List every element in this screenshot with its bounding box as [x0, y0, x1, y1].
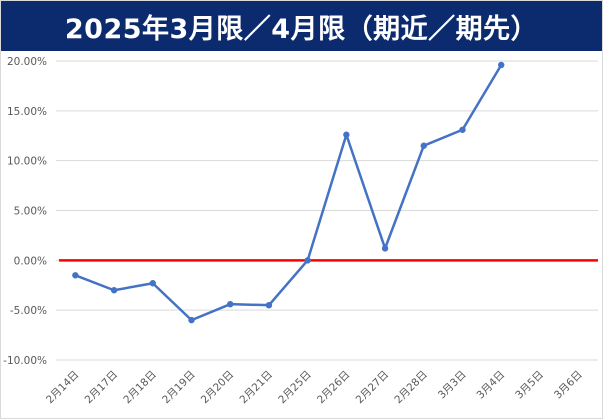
series-line	[74, 64, 503, 322]
y-tick-label: -5.00%	[10, 305, 47, 317]
y-tick-label: 15.00%	[7, 106, 47, 118]
x-tick-label: 3月3日	[436, 369, 469, 402]
data-point	[227, 300, 234, 308]
data-point	[304, 257, 311, 264]
y-tick-label: 5.00%	[14, 206, 47, 218]
y-tick-label: 10.00%	[7, 156, 47, 168]
title-bar: 2025年3月限／4月限（期近／期先）	[1, 1, 602, 51]
x-tick-label: 2月14日	[44, 369, 82, 407]
data-point	[498, 61, 505, 69]
data-point	[188, 316, 195, 324]
x-tick-label: 2月20日	[199, 369, 237, 407]
x-tick-label: 2月28日	[392, 369, 430, 407]
x-tick-label: 3月5日	[513, 369, 546, 402]
data-point	[420, 142, 427, 149]
data-point	[265, 301, 273, 309]
y-tick-label: -10.00%	[3, 355, 47, 367]
x-tick-label: 2月18日	[121, 369, 159, 407]
y-tick-label: 20.00%	[7, 56, 47, 68]
data-point	[343, 131, 350, 138]
data-point	[72, 272, 79, 279]
x-tick-label: 2月27日	[354, 369, 392, 407]
data-point	[381, 245, 389, 252]
x-tick-label: 2月17日	[83, 369, 121, 407]
chart-title: 2025年3月限／4月限（期近／期先）	[64, 13, 539, 45]
y-tick-label: 0.00%	[14, 255, 47, 267]
x-tick-label: 2月21日	[238, 369, 276, 407]
x-tick-label: 3月4日	[475, 369, 508, 402]
data-point	[459, 126, 466, 133]
x-tick-label: 2月26日	[315, 369, 353, 407]
x-tick-label: 2月25日	[276, 369, 314, 407]
data-point	[149, 280, 156, 287]
data-point	[110, 287, 118, 294]
x-tick-label: 2月19日	[160, 369, 198, 407]
x-tick-label: 3月6日	[552, 369, 585, 402]
